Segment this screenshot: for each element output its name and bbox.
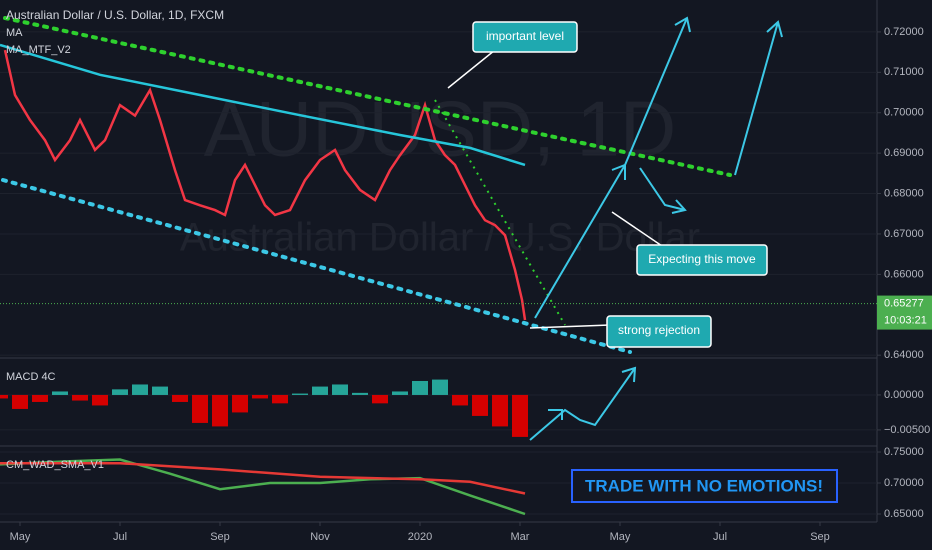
- annotation-text: Expecting this move: [648, 252, 756, 266]
- countdown-label: 10:03:21: [884, 314, 927, 326]
- histogram-bar: [392, 391, 408, 395]
- callout-important-level: important level: [447, 21, 578, 89]
- x-tick-label: Jul: [713, 531, 727, 543]
- x-tick-label: Sep: [210, 531, 230, 543]
- histogram-bar: [112, 389, 128, 395]
- series-line: [0, 43, 526, 167]
- legend-entry: MA: [6, 27, 23, 39]
- last-price-box: [877, 295, 932, 330]
- support-trendline: [1, 178, 632, 354]
- histogram-bar: [92, 394, 108, 406]
- banner-text: TRADE WITH NO EMOTIONS!: [585, 476, 823, 495]
- y-tick-label: 0.00000: [884, 389, 924, 401]
- x-tick-label: Jul: [113, 531, 127, 543]
- histogram-bar: [12, 394, 28, 409]
- histogram-bar: [432, 379, 448, 395]
- x-tick-label: Sep: [810, 531, 830, 543]
- x-tick-label: May: [10, 531, 31, 543]
- y-tick-label: 0.72000: [884, 26, 924, 38]
- y-tick-label: 0.71000: [884, 66, 924, 78]
- y-tick-label: 0.66000: [884, 268, 924, 280]
- last-price-label: 0.65277: [884, 297, 924, 309]
- watermark-name: Australian Dollar / U.S. Dollar: [180, 216, 700, 260]
- histogram-bar: [412, 380, 428, 395]
- pane-title: CM_WAD_SMA_V1: [6, 459, 104, 471]
- histogram-bar: [512, 394, 528, 437]
- annotation-text: strong rejection: [618, 323, 700, 337]
- histogram-bar: [232, 394, 248, 413]
- y-tick-label: 0.68000: [884, 187, 924, 199]
- histogram-bar: [352, 392, 368, 395]
- projection-arrows: [529, 16, 783, 441]
- x-tick-label: 2020: [408, 531, 432, 543]
- watermark-symbol: AUDUSD, 1D: [204, 85, 676, 173]
- resistance-trendline: [3, 16, 732, 177]
- histogram-bar: [272, 394, 288, 404]
- y-tick-label: 0.69000: [884, 147, 924, 159]
- histogram-bar: [312, 386, 328, 395]
- callout-expecting-move: Expecting this move: [611, 211, 768, 276]
- series-line: [3, 49, 527, 321]
- histogram-bar: [152, 386, 168, 395]
- x-tick-label: Nov: [310, 531, 330, 543]
- callout-strong-rejection: strong rejection: [529, 315, 712, 348]
- histogram-bar: [212, 394, 228, 427]
- y-tick-label: −0.00500: [884, 424, 930, 436]
- breakdown-line: [434, 99, 566, 326]
- y-tick-label: 0.75000: [884, 446, 924, 458]
- pane-title: MACD 4C: [6, 371, 56, 383]
- series-line: [0, 458, 526, 516]
- histogram-bar: [292, 393, 308, 395]
- histogram-bar: [52, 391, 68, 395]
- histogram-bar: [32, 394, 48, 402]
- y-tick-label: 0.67000: [884, 228, 924, 240]
- histogram-bar: [172, 394, 188, 402]
- x-tick-label: May: [610, 531, 631, 543]
- histogram-bar: [72, 394, 88, 401]
- y-tick-label: 0.65000: [884, 508, 924, 520]
- histogram-bar: [132, 384, 148, 395]
- histogram-bar: [0, 394, 8, 399]
- histogram-bar: [252, 394, 268, 399]
- histogram-bar: [492, 394, 508, 427]
- y-tick-label: 0.64000: [884, 349, 924, 361]
- legend-entry: MA_MTF_V2: [6, 44, 71, 56]
- banner-box: [571, 469, 838, 503]
- chart-title: Australian Dollar / U.S. Dollar, 1D, FXC…: [6, 8, 224, 22]
- histogram-bar: [472, 394, 488, 416]
- y-tick-label: 0.70000: [884, 107, 924, 119]
- histogram-bar: [372, 394, 388, 404]
- x-tick-label: Mar: [511, 531, 530, 543]
- histogram-bar: [452, 394, 468, 406]
- annotation-text: important level: [486, 29, 564, 43]
- series-line: [0, 461, 526, 495]
- histogram-bar: [192, 394, 208, 423]
- y-tick-label: 0.70000: [884, 477, 924, 489]
- histogram-bar: [332, 384, 348, 395]
